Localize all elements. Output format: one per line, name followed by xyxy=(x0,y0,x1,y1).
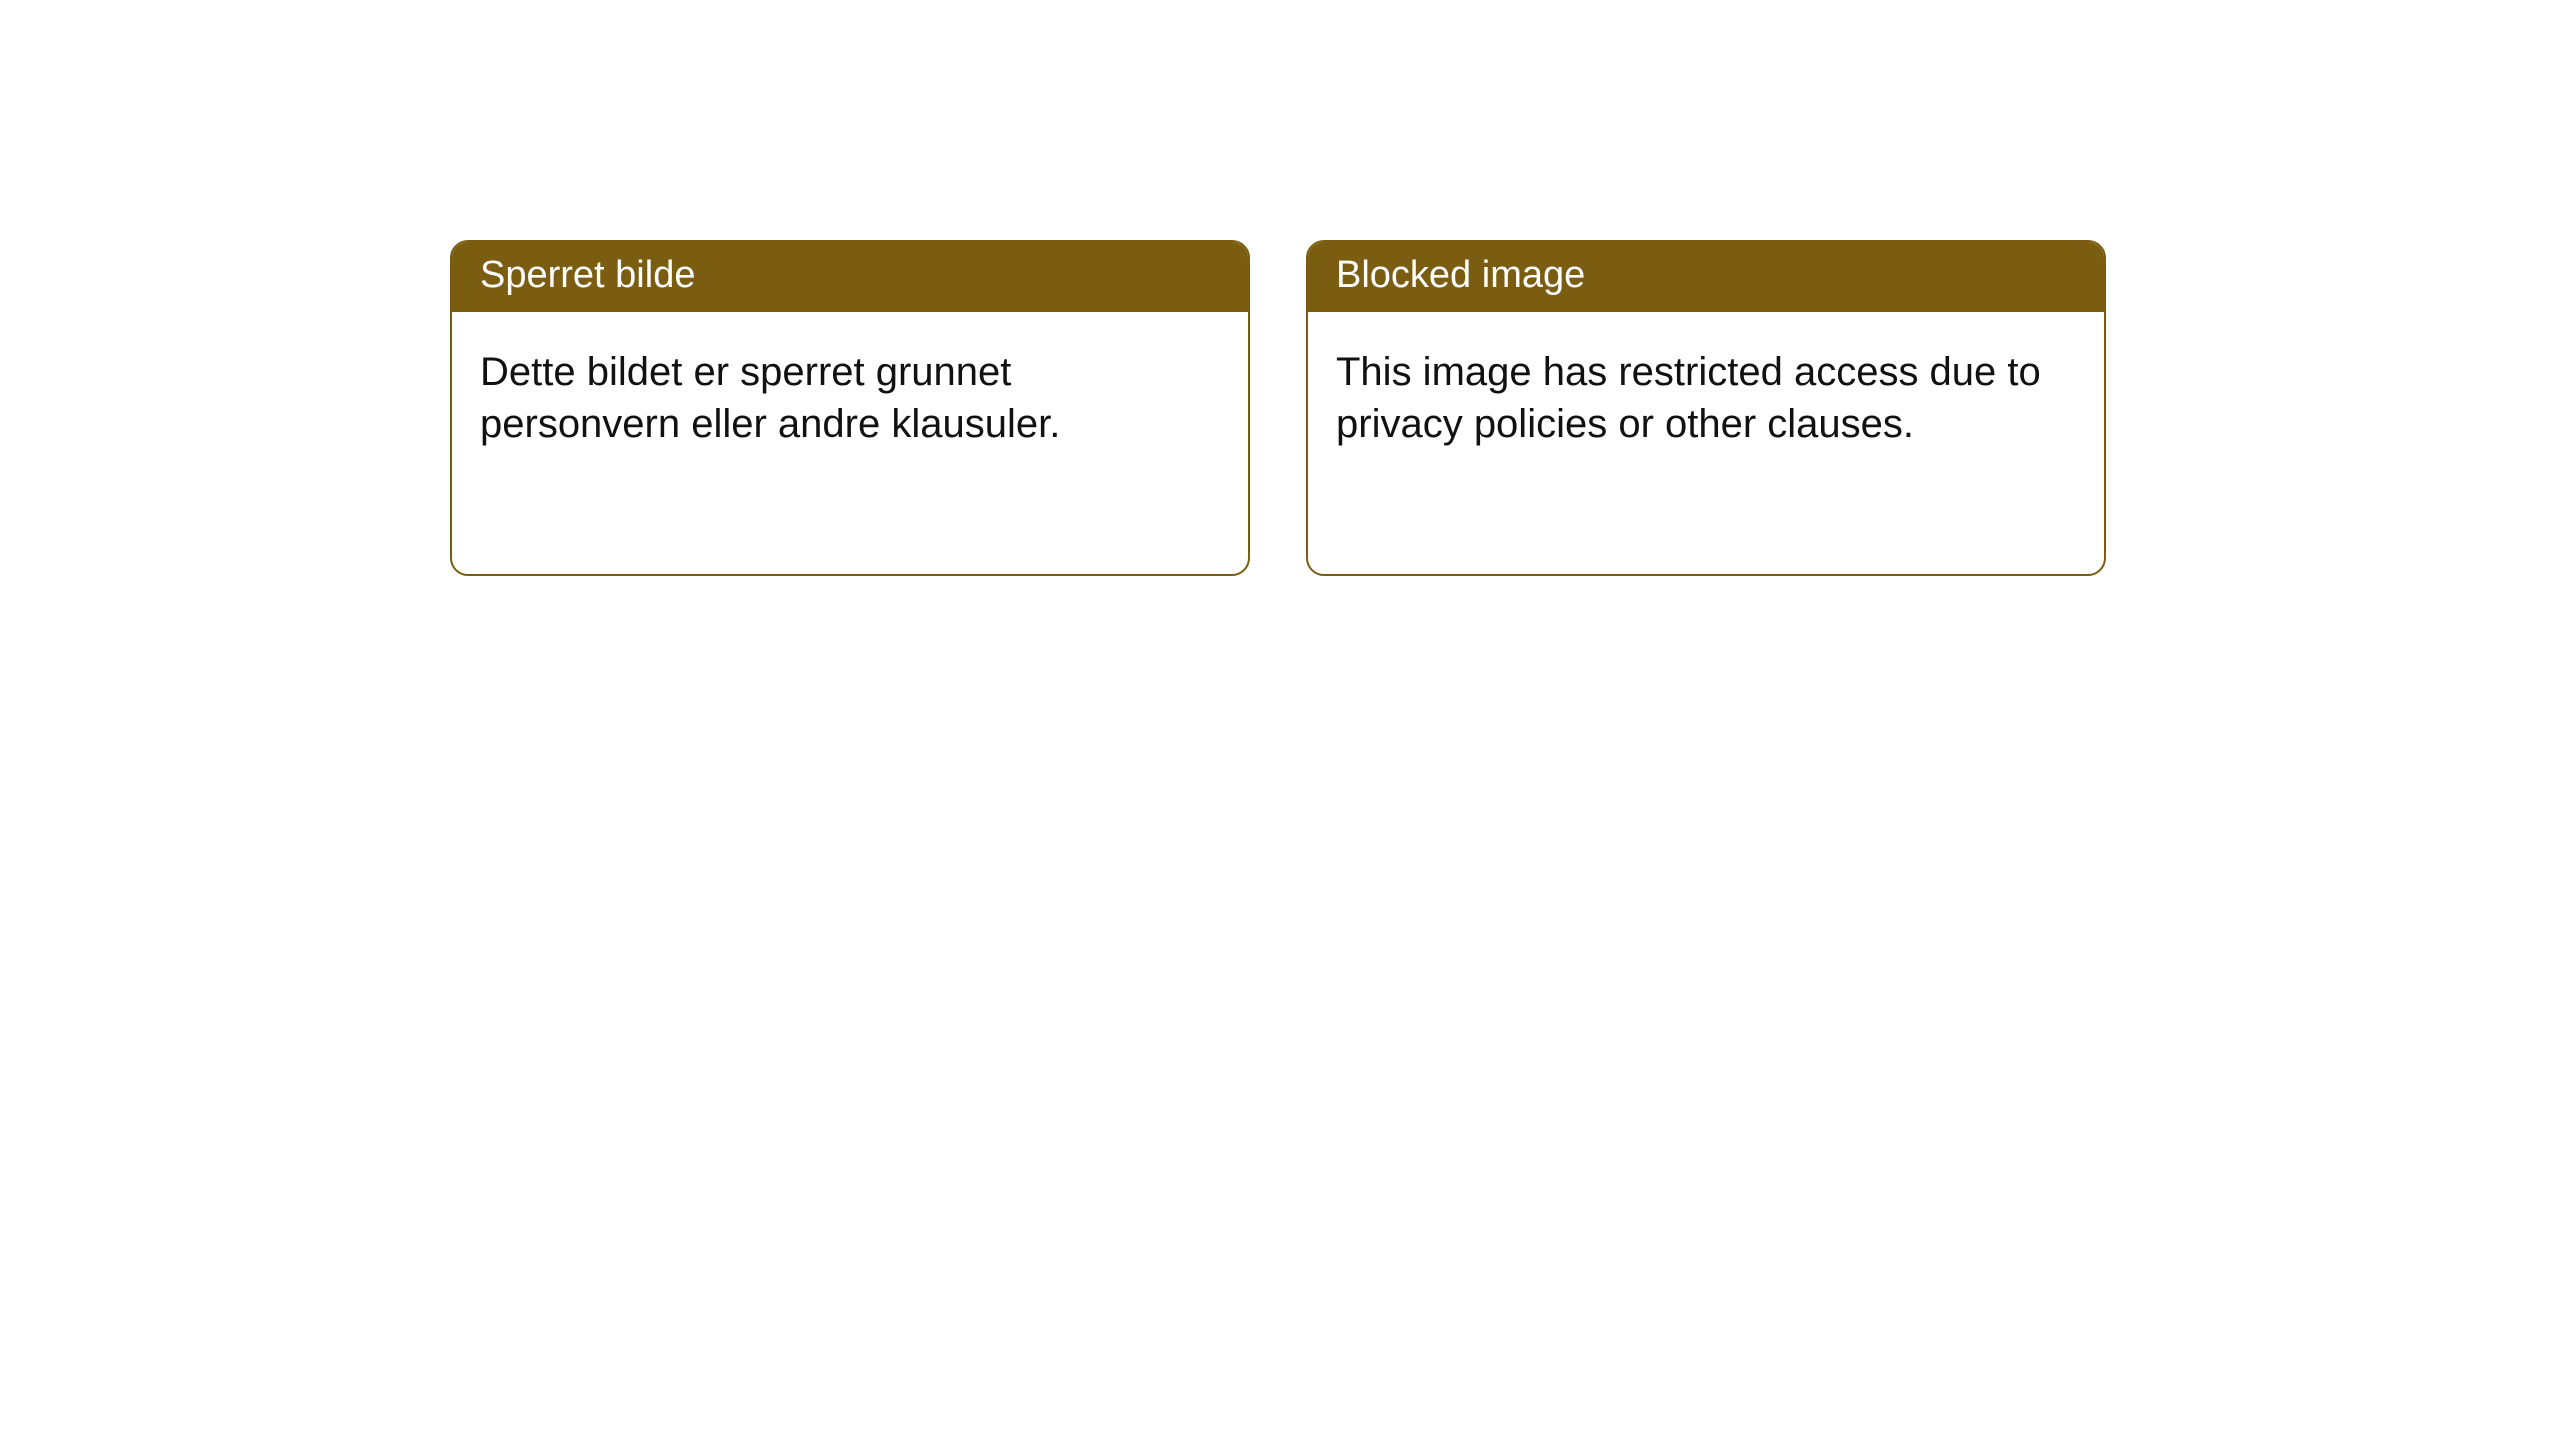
panel-body-no: Dette bildet er sperret grunnet personve… xyxy=(452,312,1248,480)
blocked-image-panels: Sperret bilde Dette bildet er sperret gr… xyxy=(450,240,2106,576)
panel-title-en: Blocked image xyxy=(1308,242,2104,312)
panel-body-en: This image has restricted access due to … xyxy=(1308,312,2104,480)
panel-blocked-no: Sperret bilde Dette bildet er sperret gr… xyxy=(450,240,1250,576)
panel-blocked-en: Blocked image This image has restricted … xyxy=(1306,240,2106,576)
panel-title-no: Sperret bilde xyxy=(452,242,1248,312)
